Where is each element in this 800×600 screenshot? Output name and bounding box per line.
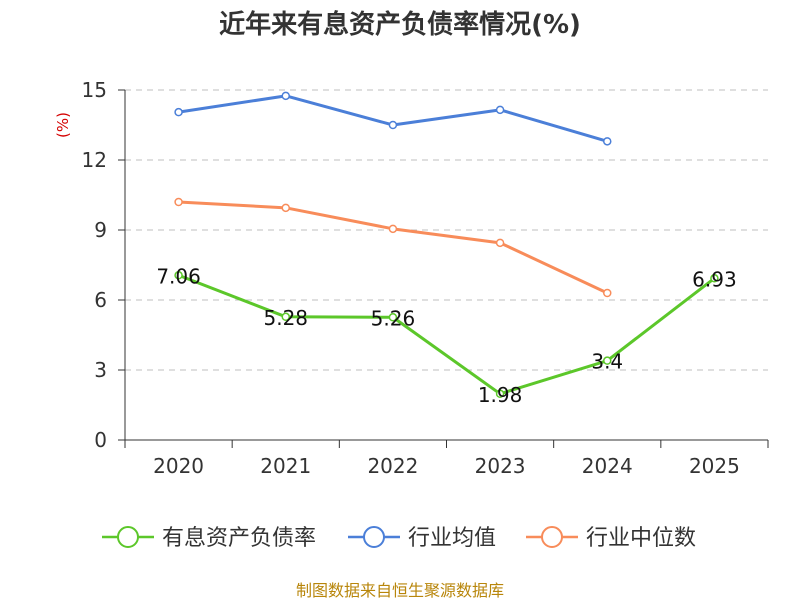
series-0	[174, 271, 719, 399]
data-point	[603, 288, 612, 298]
legend-marker-icon	[541, 526, 563, 548]
data-label: 3.4	[591, 350, 623, 374]
data-point	[174, 197, 183, 207]
data-point	[495, 238, 505, 248]
series-line	[178, 273, 716, 396]
series-lines	[174, 91, 719, 399]
series-1	[174, 91, 612, 146]
series-line	[178, 94, 608, 143]
x-tick-label: 2024	[582, 454, 633, 478]
y-tick-label: 3	[94, 358, 107, 382]
data-labels: 7.06 5.28 5.26 1.98 3.4 6.93	[156, 264, 736, 407]
x-tick-label: 2021	[260, 454, 311, 478]
data-point	[281, 91, 290, 101]
data-point	[388, 313, 398, 322]
axes: 0 3 6 9 12 15 (%) 2020 2021 2022 2023 2024 2025	[54, 78, 769, 478]
legend-item-1[interactable]: 行业均值	[348, 526, 496, 551]
legend-label: 有息资产负债率	[162, 526, 316, 551]
data-point	[174, 107, 183, 117]
data-label: 5.26	[371, 306, 416, 330]
legend[interactable]: 有息资产负债率 行业均值 行业中位数	[102, 526, 696, 551]
y-tick-label: 6	[94, 288, 107, 312]
data-label: 5.28	[263, 306, 308, 330]
legend-label: 行业中位数	[586, 526, 696, 551]
y-tick-label: 9	[94, 218, 107, 242]
series-2	[174, 197, 612, 298]
y-tick-label: 12	[82, 148, 107, 172]
data-point	[710, 274, 719, 283]
grid-lines	[125, 89, 768, 371]
data-point	[603, 356, 612, 365]
series-line	[178, 200, 608, 295]
source-note: 制图数据来自恒生聚源数据库	[296, 581, 504, 600]
legend-marker-icon	[363, 526, 385, 548]
data-point	[388, 120, 398, 130]
data-point	[281, 203, 290, 213]
data-label: 1.98	[478, 383, 523, 407]
legend-marker-icon	[117, 526, 139, 548]
data-point	[281, 312, 290, 322]
y-tick-label: 15	[82, 78, 107, 102]
data-label: 7.06	[156, 264, 201, 288]
x-tick-label: 2023	[475, 454, 526, 478]
legend-item-0[interactable]: 有息资产负债率	[102, 526, 316, 551]
data-point	[495, 389, 505, 399]
x-tick-label: 2020	[153, 454, 204, 478]
y-axis-label: (%)	[54, 112, 72, 138]
legend-label: 行业均值	[408, 526, 496, 551]
data-point	[388, 224, 398, 234]
x-tick-label: 2025	[689, 454, 740, 478]
chart-title: 近年来有息资产负债率情况(%)	[219, 9, 581, 40]
data-label: 6.93	[692, 267, 737, 291]
data-point	[495, 105, 505, 115]
data-point	[603, 137, 612, 146]
data-point	[174, 271, 183, 280]
y-tick-label: 0	[94, 428, 107, 452]
legend-item-2[interactable]: 行业中位数	[526, 526, 696, 551]
x-tick-label: 2022	[367, 454, 418, 478]
